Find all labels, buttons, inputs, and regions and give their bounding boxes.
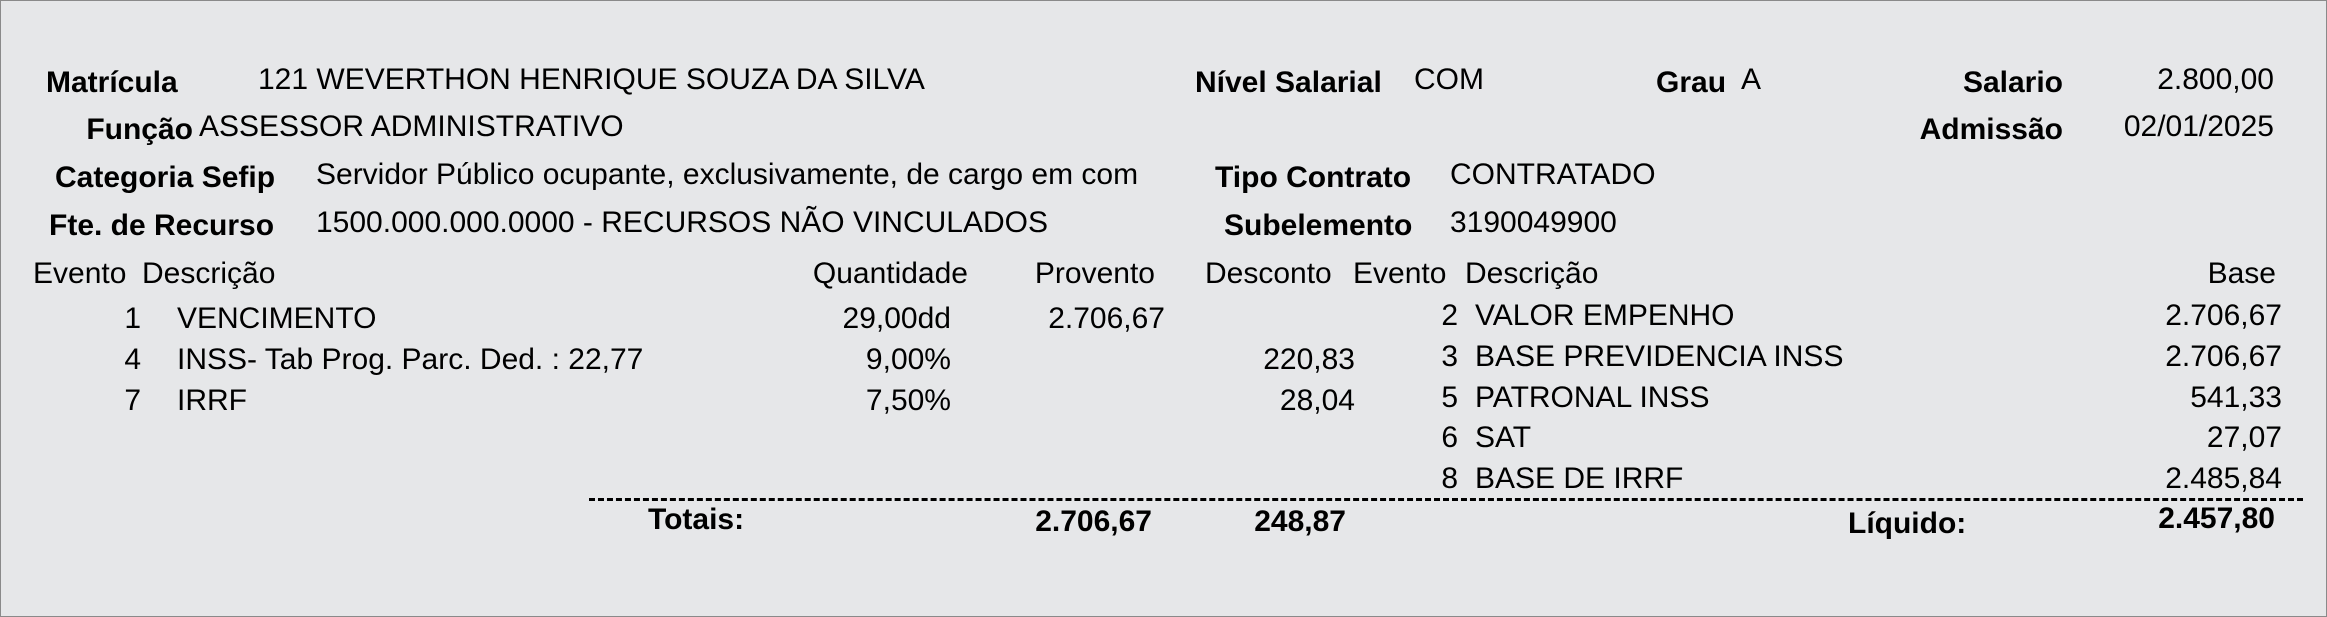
funcao-value: ASSESSOR ADMINISTRATIVO <box>199 110 624 143</box>
funcao-label: Função <box>86 113 193 146</box>
grau-value: A <box>1741 63 1762 96</box>
admissao-value: 02/01/2025 <box>2123 110 2274 143</box>
event-desconto: 28,04 <box>1279 384 1355 417</box>
col-desconto: Desconto <box>1205 257 1332 290</box>
event-code: 4 <box>124 343 141 376</box>
col-evento-base: Evento <box>1353 257 1447 290</box>
base-description: BASE PREVIDENCIA INSS <box>1475 340 1844 373</box>
base-description: PATRONAL INSS <box>1475 381 1710 414</box>
totals-divider <box>589 498 2303 501</box>
base-code: 3 <box>1441 340 1458 373</box>
event-quantity: 7,50% <box>865 384 951 417</box>
event-quantity: 9,00% <box>865 343 951 376</box>
tipo-contrato-label: Tipo Contrato <box>1215 161 1412 194</box>
fonte-recurso-label: Fte. de Recurso <box>49 209 275 242</box>
total-provento: 2.706,67 <box>1035 505 1152 538</box>
subelemento-value: 3190049900 <box>1450 206 1617 239</box>
base-code: 8 <box>1441 462 1458 495</box>
subelemento-label: Subelemento <box>1224 209 1413 242</box>
categoria-sefip-label: Categoria Sefip <box>55 161 276 194</box>
categoria-sefip-value: Servidor Público ocupante, exclusivament… <box>316 158 1140 191</box>
base-description: SAT <box>1475 421 1532 454</box>
tipo-contrato-value: CONTRATADO <box>1450 158 1656 191</box>
event-code: 1 <box>124 302 141 335</box>
salario-value: 2.800,00 <box>2157 63 2274 96</box>
matricula-label: Matrícula <box>46 66 178 99</box>
event-description: VENCIMENTO <box>177 302 377 335</box>
nivel-salarial-label: Nível Salarial <box>1195 66 1382 99</box>
base-value: 2.706,67 <box>2165 299 2282 332</box>
admissao-label: Admissão <box>1919 113 2063 146</box>
base-description: BASE DE IRRF <box>1475 462 1684 495</box>
col-evento: Evento <box>33 257 127 290</box>
fonte-recurso-value: 1500.000.000.0000 - RECURSOS NÃO VINCULA… <box>316 206 1048 239</box>
matricula-value: 121 WEVERTHON HENRIQUE SOUZA DA SILVA <box>258 63 925 96</box>
col-base: Base <box>2207 257 2276 290</box>
col-descricao-base: Descrição <box>1465 257 1599 290</box>
base-value: 541,33 <box>2190 381 2282 414</box>
grau-label: Grau <box>1656 66 1727 99</box>
nivel-salarial-value: COM <box>1414 63 1484 96</box>
event-code: 7 <box>124 384 141 417</box>
liquido-label: Líquido: <box>1848 507 1967 540</box>
liquido-value: 2.457,80 <box>2158 502 2275 535</box>
event-description: IRRF <box>177 384 247 417</box>
total-desconto: 248,87 <box>1254 505 1346 538</box>
totals-label: Totais: <box>648 503 745 536</box>
col-quantidade: Quantidade <box>812 257 968 290</box>
event-description: INSS- Tab Prog. Parc. Ded. : 22,77 <box>177 343 644 376</box>
event-desconto: 220,83 <box>1263 343 1355 376</box>
event-quantity: 29,00dd <box>842 302 951 335</box>
col-provento: Provento <box>1034 257 1155 290</box>
base-value: 2.706,67 <box>2165 340 2282 373</box>
base-code: 2 <box>1441 299 1458 332</box>
base-code: 5 <box>1441 381 1458 414</box>
base-value: 2.485,84 <box>2165 462 2282 495</box>
col-descricao: Descrição <box>142 257 276 290</box>
base-code: 6 <box>1441 421 1458 454</box>
event-provento: 2.706,67 <box>1048 302 1165 335</box>
base-description: VALOR EMPENHO <box>1475 299 1735 332</box>
salario-label: Salario <box>1962 66 2063 99</box>
base-value: 27,07 <box>2206 421 2282 454</box>
